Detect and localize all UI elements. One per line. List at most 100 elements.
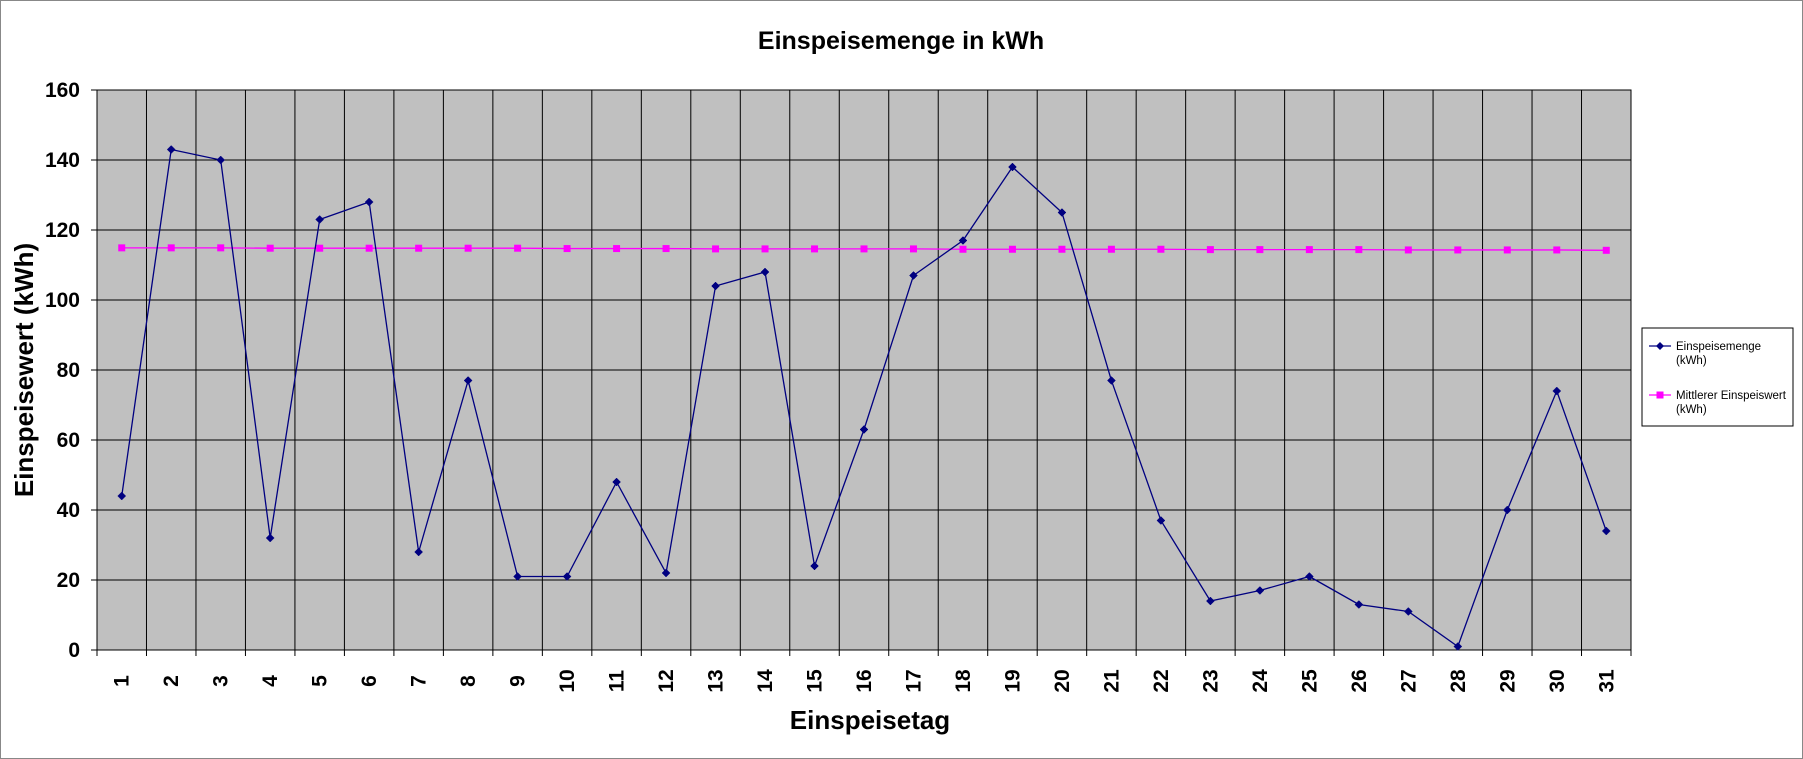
series-layer bbox=[117, 145, 1611, 651]
data-point-mittlerer bbox=[1454, 246, 1462, 254]
data-point-mittlerer bbox=[1553, 246, 1561, 254]
data-point-einspeisemenge bbox=[1552, 386, 1562, 396]
data-point-einspeisemenge bbox=[1156, 516, 1166, 525]
chart-title: Einspeisemenge in kWh bbox=[758, 27, 1044, 55]
legend-marker-diamond bbox=[1656, 342, 1664, 350]
data-point-mittlerer bbox=[1602, 246, 1610, 254]
y-tick-label: 0 bbox=[68, 639, 80, 662]
data-point-einspeisemenge bbox=[859, 425, 869, 434]
data-point-mittlerer bbox=[514, 244, 522, 252]
data-point-einspeisemenge bbox=[909, 271, 918, 280]
y-tick-label: 40 bbox=[57, 499, 80, 522]
data-point-mittlerer bbox=[266, 244, 274, 252]
data-point-einspeisemenge bbox=[958, 236, 968, 245]
x-tick-label: 17 bbox=[902, 669, 925, 692]
y-axis-title: Einspeisewert (kWh) bbox=[9, 243, 39, 497]
data-point-einspeisemenge bbox=[513, 572, 522, 581]
data-point-mittlerer bbox=[761, 245, 769, 253]
x-tick-label: 23 bbox=[1199, 669, 1222, 692]
x-tick-label: 2 bbox=[160, 675, 183, 687]
data-point-einspeisemenge bbox=[216, 155, 226, 165]
x-tick-label: 7 bbox=[408, 675, 431, 687]
data-point-mittlerer bbox=[1058, 245, 1066, 253]
x-tick-label: 27 bbox=[1397, 669, 1420, 692]
x-tick-label: 15 bbox=[804, 669, 827, 693]
x-tick-label: 20 bbox=[1051, 669, 1074, 692]
x-tick-label: 12 bbox=[655, 669, 678, 692]
data-point-einspeisemenge bbox=[661, 568, 671, 578]
data-point-mittlerer bbox=[613, 245, 621, 253]
data-point-mittlerer bbox=[811, 245, 819, 253]
y-tick-label: 60 bbox=[57, 429, 80, 452]
y-tick-label: 20 bbox=[57, 569, 80, 592]
data-point-einspeisemenge bbox=[166, 145, 176, 154]
y-tick-label: 140 bbox=[45, 149, 80, 172]
data-point-einspeisemenge bbox=[1354, 600, 1364, 609]
x-tick-label: 6 bbox=[358, 675, 381, 687]
data-point-mittlerer bbox=[712, 245, 720, 253]
data-point-einspeisemenge bbox=[711, 281, 720, 291]
data-point-mittlerer bbox=[563, 245, 571, 253]
data-point-einspeisemenge bbox=[1008, 162, 1017, 172]
x-tick-label: 10 bbox=[556, 669, 579, 692]
data-point-mittlerer bbox=[365, 244, 373, 252]
data-point-einspeisemenge bbox=[364, 197, 374, 207]
data-point-einspeisemenge bbox=[1305, 572, 1314, 581]
x-tick-label: 26 bbox=[1348, 669, 1371, 692]
x-tick-label: 25 bbox=[1298, 669, 1321, 693]
data-point-mittlerer bbox=[217, 244, 225, 252]
data-point-mittlerer bbox=[464, 244, 472, 252]
legend-marker-square bbox=[1656, 391, 1664, 399]
x-axis: 1 2 3 4 5 6 7 8 9 10 11 12 13 14 15 16 17 18 19 20 21 22 23 24 2… bbox=[96, 650, 1632, 693]
x-tick-label: 5 bbox=[309, 675, 332, 687]
x-tick-label: 4 bbox=[259, 675, 282, 687]
legend-label: (kWh) bbox=[1676, 355, 1707, 367]
x-tick-label: 31 bbox=[1595, 669, 1618, 693]
y-tick-label: 120 bbox=[45, 219, 80, 242]
data-point-mittlerer bbox=[1157, 245, 1165, 253]
data-point-einspeisemenge bbox=[463, 376, 473, 385]
legend-label: (kWh) bbox=[1676, 404, 1707, 416]
data-point-mittlerer bbox=[1107, 245, 1115, 253]
data-point-mittlerer bbox=[1404, 246, 1412, 254]
y-tick-label: 160 bbox=[45, 79, 80, 102]
y-tick-label: 100 bbox=[45, 289, 80, 312]
legend-label: Mittlerer Einspeiswert bbox=[1676, 390, 1787, 402]
x-tick-label: 8 bbox=[457, 675, 480, 687]
data-point-mittlerer bbox=[1256, 246, 1264, 254]
x-tick-label: 13 bbox=[705, 669, 728, 692]
x-tick-label: 16 bbox=[853, 669, 876, 692]
data-point-mittlerer bbox=[1008, 245, 1016, 253]
data-point-mittlerer bbox=[118, 244, 126, 252]
data-point-einspeisemenge bbox=[810, 561, 819, 571]
data-point-einspeisemenge bbox=[1453, 642, 1463, 651]
data-point-einspeisemenge bbox=[1403, 607, 1413, 616]
data-point-mittlerer bbox=[909, 245, 917, 253]
x-tick-label: 9 bbox=[507, 675, 530, 687]
x-tick-label: 22 bbox=[1150, 669, 1173, 692]
data-point-mittlerer bbox=[1305, 246, 1313, 254]
data-point-einspeisemenge bbox=[562, 572, 572, 581]
x-tick-label: 19 bbox=[1001, 669, 1024, 692]
data-point-mittlerer bbox=[959, 245, 967, 253]
data-point-einspeisemenge bbox=[760, 267, 770, 277]
data-point-einspeisemenge bbox=[117, 491, 127, 501]
data-point-mittlerer bbox=[1503, 246, 1511, 254]
y-tick-label: 80 bbox=[57, 359, 80, 382]
data-point-einspeisemenge bbox=[1502, 505, 1512, 515]
data-point-mittlerer bbox=[1355, 246, 1363, 254]
data-point-einspeisemenge bbox=[265, 533, 275, 543]
legend: Einspeisemenge (kWh) Mittlerer Einspeiswer… bbox=[1641, 327, 1794, 427]
y-axis: 0 20 40 60 80 100 120 140 160 bbox=[45, 79, 97, 662]
x-tick-label: 21 bbox=[1100, 669, 1123, 693]
data-point-mittlerer bbox=[662, 245, 670, 253]
data-point-mittlerer bbox=[167, 244, 175, 252]
data-point-einspeisemenge bbox=[1601, 526, 1611, 536]
data-point-mittlerer bbox=[860, 245, 868, 253]
x-tick-label: 14 bbox=[754, 669, 777, 693]
data-point-einspeisemenge bbox=[315, 215, 325, 224]
data-point-einspeisemenge bbox=[612, 477, 621, 487]
data-point-einspeisemenge bbox=[1206, 596, 1215, 606]
